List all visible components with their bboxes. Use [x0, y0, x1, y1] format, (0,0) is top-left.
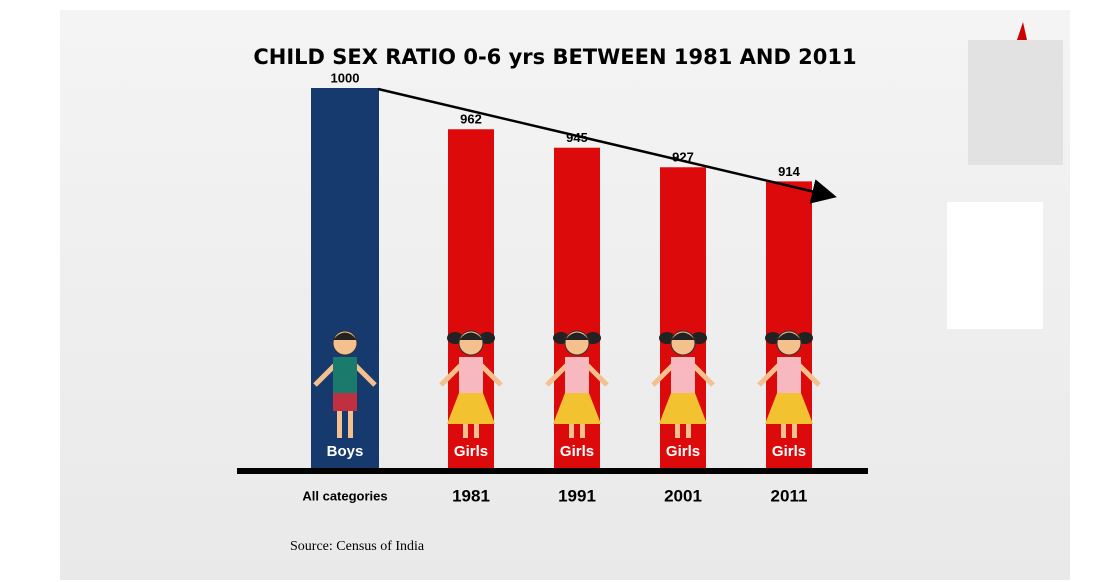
leg — [686, 424, 691, 438]
arm — [479, 363, 503, 387]
leg — [474, 424, 479, 438]
x-tick-label: All categories — [302, 488, 387, 503]
arm — [691, 363, 715, 387]
shirt — [459, 357, 483, 393]
skirt — [765, 393, 813, 424]
arm — [585, 363, 609, 387]
shirt — [671, 357, 695, 393]
leg — [463, 424, 468, 438]
decor-box — [968, 40, 1063, 165]
x-tick-label: 2001 — [664, 486, 702, 505]
hair — [565, 332, 589, 340]
bar-label: Girls — [454, 443, 488, 460]
hair — [333, 332, 357, 340]
arm — [651, 363, 675, 387]
bar-label: Girls — [666, 443, 700, 460]
arm — [757, 363, 781, 387]
shirt — [777, 357, 801, 393]
girl-icon — [439, 330, 503, 438]
x-tick-label: 2011 — [771, 486, 808, 505]
value-label: 962 — [460, 112, 482, 127]
decor-mark — [1017, 22, 1027, 40]
trend-arrow — [377, 87, 837, 204]
arm — [797, 363, 821, 387]
leg — [792, 424, 797, 438]
value-label: 1000 — [331, 70, 360, 85]
boy-icon — [313, 330, 377, 438]
shorts — [333, 393, 357, 411]
shirt — [565, 357, 589, 393]
bar-label: Girls — [560, 443, 594, 460]
leg — [781, 424, 786, 438]
skirt — [659, 393, 707, 424]
leg — [675, 424, 680, 438]
hair — [777, 332, 801, 340]
white-box — [947, 202, 1043, 329]
skirt — [553, 393, 601, 424]
girl-icon — [757, 330, 821, 438]
skirt — [447, 393, 495, 424]
bar — [766, 181, 812, 468]
chart-title: CHILD SEX RATIO 0-6 yrs BETWEEN 1981 AND… — [253, 45, 856, 69]
hair — [459, 332, 483, 340]
arm — [545, 363, 569, 387]
bar-label: Boys — [327, 443, 364, 460]
leg — [337, 411, 342, 438]
leg — [348, 411, 353, 438]
arm — [313, 363, 337, 387]
hair — [671, 332, 695, 340]
x-tick-label: 1981 — [452, 486, 490, 505]
girl-icon — [651, 330, 715, 438]
leg — [569, 424, 574, 438]
source: Source: Census of India — [290, 539, 425, 554]
bar-label: Girls — [772, 443, 806, 460]
leg — [580, 424, 585, 438]
arm — [439, 363, 463, 387]
shirt — [333, 357, 357, 393]
arm — [353, 363, 377, 387]
girl-icon — [545, 330, 609, 438]
x-tick-label: 1991 — [558, 486, 596, 505]
value-label: 914 — [778, 164, 800, 179]
